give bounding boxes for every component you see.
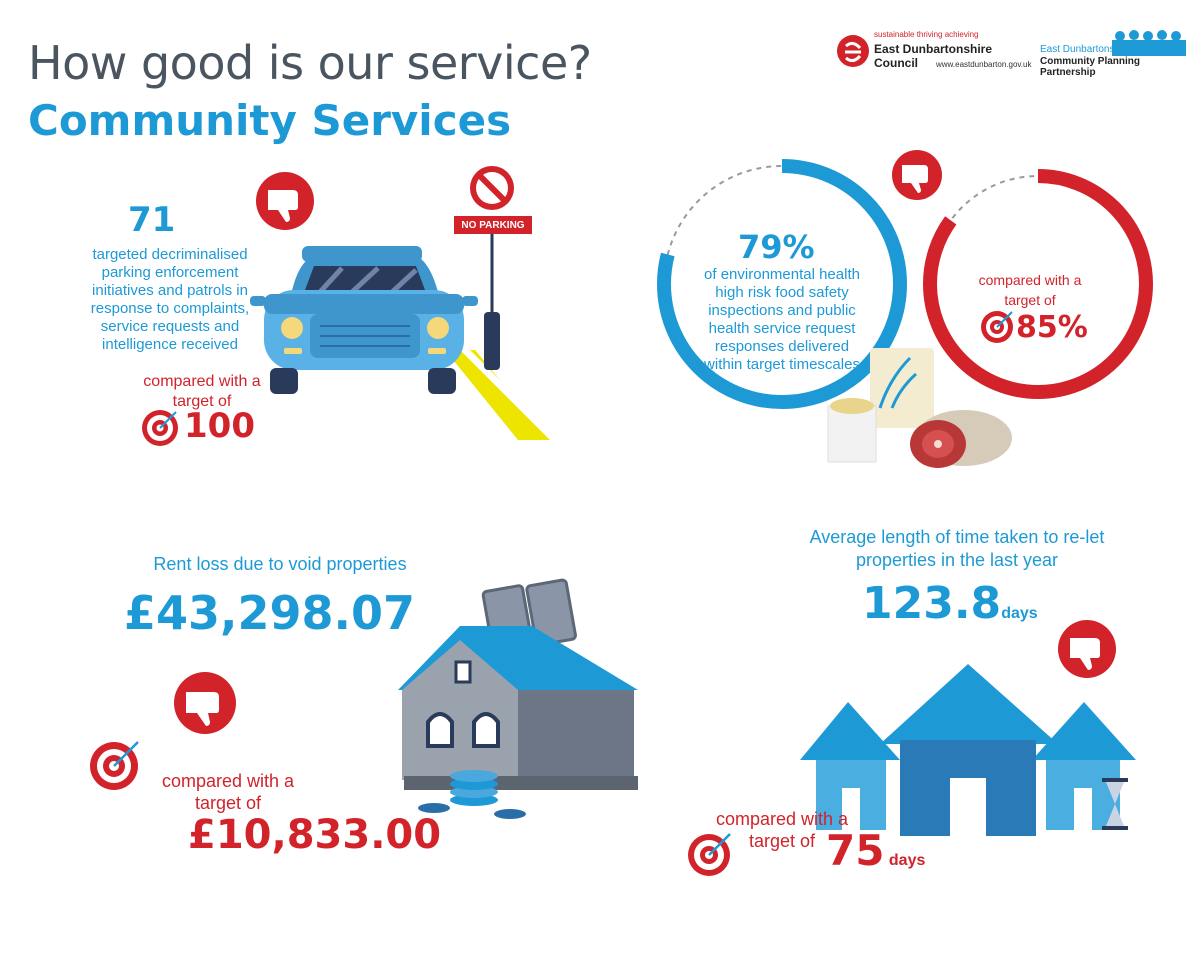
target-icon	[90, 741, 139, 790]
relet-value-group: 123.8days	[862, 578, 1038, 629]
food-illustration	[827, 348, 1012, 468]
rent-loss-label: Rent loss due to void properties	[153, 554, 407, 574]
environmental-description: of environmental health high risk food s…	[704, 266, 860, 373]
relet-unit: days	[1001, 605, 1038, 622]
relet-target: 75	[826, 826, 885, 875]
environmental-compare-label: compared with a target of	[978, 272, 1082, 308]
car-illustration	[250, 246, 560, 440]
target-icon	[688, 833, 731, 876]
rent-loss-target: £10,833.00	[188, 812, 442, 858]
thumbs-down-icon	[256, 172, 314, 230]
page-subtitle: Community Services	[28, 96, 512, 145]
environmental-value: 79%	[738, 228, 815, 266]
relet-value: 123.8	[862, 578, 1002, 629]
thumbs-down-icon	[174, 672, 236, 734]
environmental-actual-ring-arc	[657, 159, 907, 409]
council-logo: sustainable thriving achieving East Dunb…	[836, 30, 1032, 70]
relet-label: Average length of time taken to re-let p…	[809, 527, 1105, 570]
environmental-target-ring-arc	[923, 169, 1153, 399]
no-parking-sign-text: NO PARKING	[461, 220, 525, 231]
council-tagline: sustainable thriving achieving	[874, 30, 979, 39]
parking-value: 71	[128, 200, 176, 240]
council-logo-icon	[837, 35, 869, 67]
partnership-logo: East Dunbartonshire Community Planning P…	[1040, 30, 1186, 78]
partnership-line1: East Dunbartonshire	[1040, 44, 1132, 55]
thumbs-down-icon	[892, 150, 942, 200]
parking-compare-label: compared with a target of	[143, 373, 261, 410]
partnership-people-icon	[1112, 30, 1186, 56]
rent-loss-compare-label: compared with a target of	[161, 771, 295, 813]
parking-target: 100	[184, 406, 255, 446]
houses-illustration	[800, 664, 1136, 836]
target-icon	[981, 311, 1013, 343]
house-money-illustration	[398, 578, 638, 819]
relet-target-unit: days	[888, 852, 926, 869]
environmental-ring-charts	[657, 159, 1153, 409]
thumbs-down-icon	[1058, 620, 1116, 678]
no-parking-sign-icon	[454, 166, 532, 370]
relet-target-group: 75 days	[826, 826, 925, 875]
environmental-target: 85%	[1016, 310, 1088, 345]
page-title: How good is our service?	[28, 36, 592, 90]
partnership-line2: Community Planning Partnership	[1040, 56, 1140, 78]
council-url: www.eastdunbarton.gov.uk	[936, 60, 1032, 69]
council-name: East Dunbartonshire Council	[874, 42, 993, 70]
parking-description: targeted decriminalised parking enforcem…	[90, 246, 250, 353]
target-icon	[142, 410, 178, 446]
rent-loss-value: £43,298.07	[124, 586, 416, 640]
relet-compare-label: compared with a target of	[715, 809, 849, 851]
